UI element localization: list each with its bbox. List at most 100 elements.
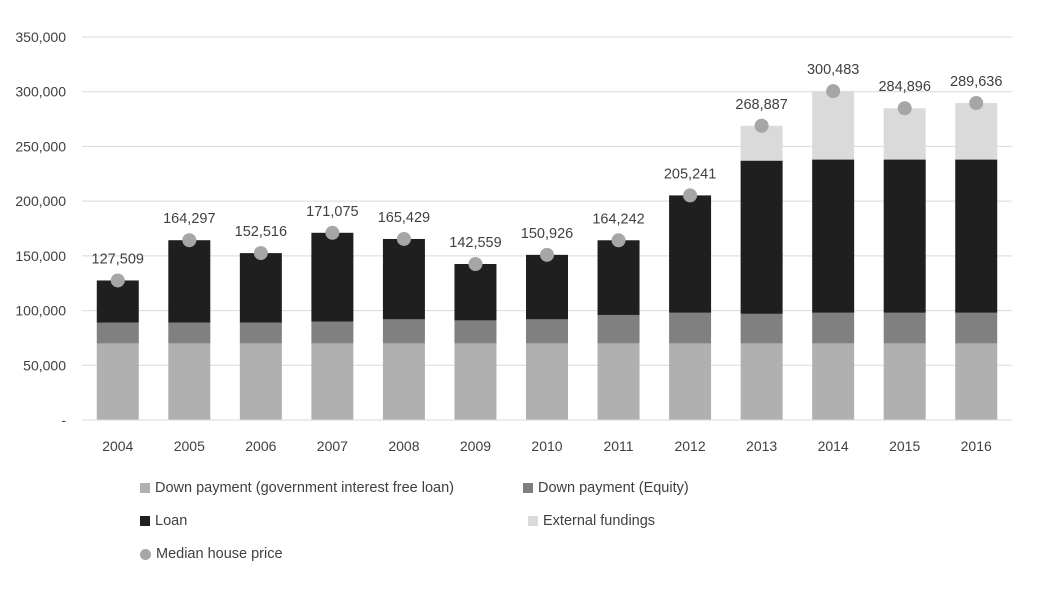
bar-segment bbox=[669, 312, 712, 344]
legend-label-median: Median house price bbox=[156, 546, 283, 562]
legend-row-3: Median house price bbox=[140, 546, 1000, 579]
bar-segment bbox=[239, 322, 282, 344]
bar-segment bbox=[597, 240, 640, 315]
median-price-label: 289,636 bbox=[950, 74, 1002, 90]
median-price-label: 268,887 bbox=[735, 97, 787, 113]
y-tick-label: - bbox=[61, 412, 66, 428]
median-price-label: 164,242 bbox=[592, 211, 644, 227]
bar-segment bbox=[955, 312, 998, 344]
median-price-marker bbox=[396, 231, 411, 246]
median-price-label: 150,926 bbox=[521, 226, 573, 242]
x-tick-label: 2007 bbox=[317, 438, 348, 454]
bar-segment bbox=[96, 280, 139, 323]
legend-row-1: Down payment (government interest free l… bbox=[140, 480, 1000, 513]
median-price-marker bbox=[826, 84, 841, 99]
median-price-label: 152,516 bbox=[235, 224, 287, 240]
bar-segment bbox=[454, 343, 497, 420]
median-price-label: 171,075 bbox=[306, 204, 358, 220]
bar-segment bbox=[239, 343, 282, 420]
bar-segment bbox=[382, 238, 425, 320]
median-price-marker bbox=[754, 118, 769, 133]
bar-segment bbox=[669, 195, 712, 313]
bar-segment bbox=[883, 108, 926, 160]
bar-segment bbox=[454, 263, 497, 321]
x-tick-label: 2012 bbox=[674, 438, 705, 454]
x-tick-label: 2008 bbox=[388, 438, 419, 454]
median-price-marker bbox=[110, 273, 125, 288]
bar-segment bbox=[883, 159, 926, 313]
median-price-label: 164,297 bbox=[163, 211, 215, 227]
bar-segment bbox=[311, 232, 354, 322]
bar-segment bbox=[168, 322, 211, 344]
legend-item-loan: Loan bbox=[140, 513, 187, 529]
x-tick-label: 2015 bbox=[889, 438, 920, 454]
median-price-marker bbox=[683, 188, 698, 203]
bar-segment bbox=[454, 320, 497, 344]
median-price-marker bbox=[325, 225, 340, 240]
legend-item-external: External fundings bbox=[528, 513, 655, 529]
legend-item-median: Median house price bbox=[140, 546, 283, 562]
y-tick-label: 200,000 bbox=[15, 193, 66, 209]
legend-swatch-equity bbox=[523, 483, 533, 493]
x-tick-label: 2016 bbox=[961, 438, 992, 454]
bar-segment bbox=[96, 343, 139, 420]
bar-segment bbox=[955, 159, 998, 313]
median-price-label: 127,509 bbox=[92, 251, 144, 267]
legend-swatch-external bbox=[528, 516, 538, 526]
bar-segment bbox=[669, 343, 712, 420]
bar-segment bbox=[812, 91, 855, 160]
chart-legend: Down payment (government interest free l… bbox=[140, 480, 1000, 579]
bar-segment bbox=[812, 159, 855, 313]
legend-item-equity: Down payment (Equity) bbox=[523, 480, 689, 496]
legend-swatch-gov-loan bbox=[140, 483, 150, 493]
x-tick-label: 2004 bbox=[102, 438, 133, 454]
bar-segment bbox=[311, 321, 354, 344]
bar-segment bbox=[168, 240, 211, 323]
y-tick-label: 100,000 bbox=[15, 303, 66, 319]
y-tick-label: 150,000 bbox=[15, 248, 66, 264]
legend-label-external: External fundings bbox=[543, 513, 656, 529]
data-labels: 127,509 164,297 152,516 171,075 165,429 142,5… bbox=[92, 62, 1003, 267]
y-tick-label: 350,000 bbox=[15, 29, 66, 45]
bar-segment bbox=[96, 322, 139, 344]
median-price-marker bbox=[611, 233, 626, 248]
bar-segment bbox=[955, 103, 998, 160]
median-price-marker bbox=[897, 101, 912, 116]
bar-segment bbox=[382, 343, 425, 420]
median-price-marker bbox=[969, 96, 984, 111]
y-axis: - 50,000 100,000 150,000 200,000 250,000 300,0… bbox=[15, 29, 66, 428]
x-tick-label: 2009 bbox=[460, 438, 491, 454]
bar-segment bbox=[955, 343, 998, 420]
legend-label-loan: Loan bbox=[155, 513, 188, 529]
bar-segment bbox=[311, 343, 354, 420]
y-tick-label: 50,000 bbox=[23, 357, 66, 373]
bar-segment bbox=[526, 319, 568, 344]
x-tick-label: 2013 bbox=[746, 438, 777, 454]
legend-row-2: Loan External fundings bbox=[140, 513, 1000, 546]
median-price-markers bbox=[110, 84, 984, 288]
legend-label-gov-loan: Down payment (government interest free l… bbox=[155, 480, 455, 496]
bar-segment bbox=[812, 343, 855, 420]
legend-swatch-loan bbox=[140, 516, 150, 526]
bar-segment bbox=[597, 314, 640, 344]
x-axis: 2004 2005 2006 2007 2008 2009 2010 2011 2012 2013… bbox=[82, 419, 1012, 454]
median-price-marker bbox=[182, 233, 197, 248]
median-price-marker bbox=[468, 256, 483, 271]
legend-item-gov-loan: Down payment (government interest free l… bbox=[140, 480, 454, 496]
median-price-label: 284,896 bbox=[878, 79, 930, 95]
x-tick-label: 2010 bbox=[531, 438, 562, 454]
median-price-label: 142,559 bbox=[449, 235, 501, 251]
legend-swatch-median bbox=[140, 548, 151, 560]
median-price-marker bbox=[540, 247, 554, 262]
bar-segment bbox=[382, 319, 425, 344]
bar-segment bbox=[597, 343, 640, 420]
x-tick-label: 2011 bbox=[603, 438, 633, 454]
x-tick-label: 2005 bbox=[174, 438, 205, 454]
bar-segment bbox=[526, 254, 568, 320]
bar-segment bbox=[740, 313, 783, 344]
bar-segment bbox=[812, 312, 855, 344]
bar-segment bbox=[526, 343, 568, 420]
y-tick-label: 300,000 bbox=[15, 84, 66, 100]
legend-label-equity: Down payment (Equity) bbox=[538, 480, 689, 496]
bar-series bbox=[96, 91, 998, 420]
